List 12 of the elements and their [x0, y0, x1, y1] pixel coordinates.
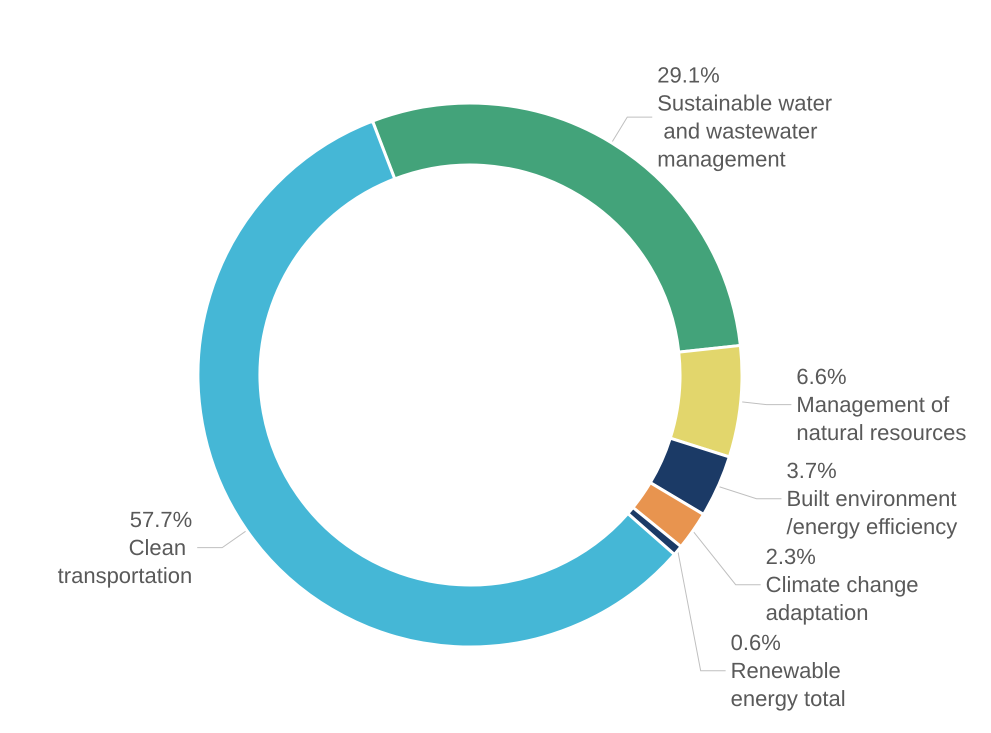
slice-label: Sustainable water and wastewater management	[657, 90, 832, 172]
slice-label: Built environment/energy efficiency	[786, 486, 958, 540]
slice-label: Clean transportation	[58, 535, 192, 588]
slice-label: Management of natural resources	[796, 392, 966, 446]
slice-label: Renewable energy total	[730, 658, 847, 712]
slice-label: Climate change adaptation	[766, 572, 925, 626]
data-label: 29.1%	[657, 62, 720, 88]
data-label: 3.7%	[786, 458, 837, 484]
data-label: 6.6%	[796, 364, 847, 390]
data-label: 2.3%	[766, 544, 816, 570]
data-label: 57.7%	[130, 507, 192, 532]
data-label: 0.6%	[730, 630, 781, 656]
